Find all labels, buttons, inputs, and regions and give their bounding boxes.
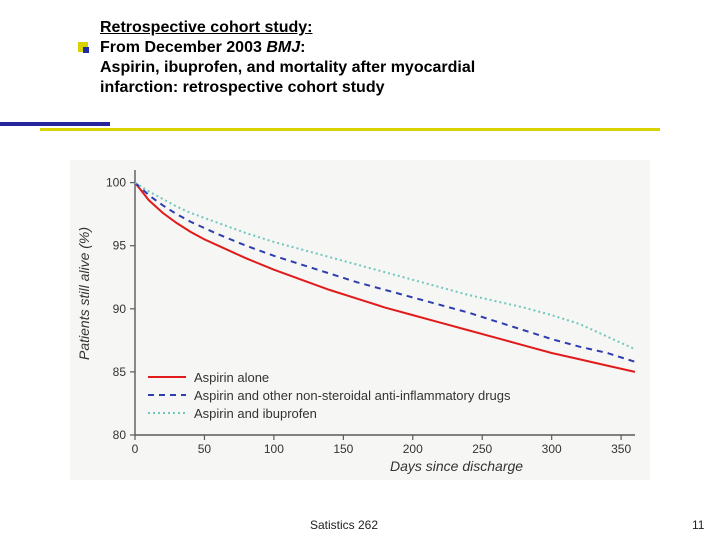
title-line-3: Aspirin, ibuprofen, and mortality after … xyxy=(100,58,640,78)
svg-text:80: 80 xyxy=(113,428,127,442)
legend-swatch-2 xyxy=(148,406,186,420)
svg-text:50: 50 xyxy=(198,442,212,456)
svg-text:350: 350 xyxy=(611,442,631,456)
survival-chart: 80 85 90 95 100 0 50 100 150 200 250 300 350 Aspirin… xyxy=(70,160,650,480)
y-axis-label: Patients still alive (%) xyxy=(76,227,92,360)
rule-yellow xyxy=(40,128,660,131)
svg-text:90: 90 xyxy=(113,302,127,316)
svg-text:250: 250 xyxy=(472,442,492,456)
footer-center: Satistics 262 xyxy=(310,518,378,532)
title-line-2: From December 2003 BMJ: xyxy=(100,38,640,58)
legend-label-1: Aspirin and other non-steroidal anti-inf… xyxy=(194,388,511,403)
svg-text:150: 150 xyxy=(333,442,353,456)
svg-text:300: 300 xyxy=(542,442,562,456)
legend-swatch-1 xyxy=(148,388,186,402)
legend-label-0: Aspirin alone xyxy=(194,370,269,385)
svg-text:100: 100 xyxy=(106,176,126,190)
x-axis-label: Days since discharge xyxy=(390,458,523,474)
title-line-1: Retrospective cohort study: xyxy=(100,18,640,38)
chart-legend: Aspirin alone Aspirin and other non-ster… xyxy=(148,368,511,422)
rule-blue xyxy=(0,122,110,126)
title-block: Retrospective cohort study: From Decembe… xyxy=(100,18,640,98)
legend-item-1: Aspirin and other non-steroidal anti-inf… xyxy=(148,386,511,404)
legend-item-0: Aspirin alone xyxy=(148,368,511,386)
legend-swatch-0 xyxy=(148,370,186,384)
legend-label-2: Aspirin and ibuprofen xyxy=(194,406,317,421)
svg-text:100: 100 xyxy=(264,442,284,456)
svg-text:95: 95 xyxy=(113,239,127,253)
legend-item-2: Aspirin and ibuprofen xyxy=(148,404,511,422)
footer-page: 11 xyxy=(692,518,704,532)
slide: Retrospective cohort study: From Decembe… xyxy=(0,0,720,540)
svg-text:200: 200 xyxy=(403,442,423,456)
svg-text:0: 0 xyxy=(132,442,139,456)
bullet-square-icon xyxy=(78,42,88,52)
svg-text:85: 85 xyxy=(113,365,127,379)
title-line-4: infarction: retrospective cohort study xyxy=(100,78,640,98)
chart-svg: 80 85 90 95 100 0 50 100 150 200 250 300 350 xyxy=(70,160,650,480)
